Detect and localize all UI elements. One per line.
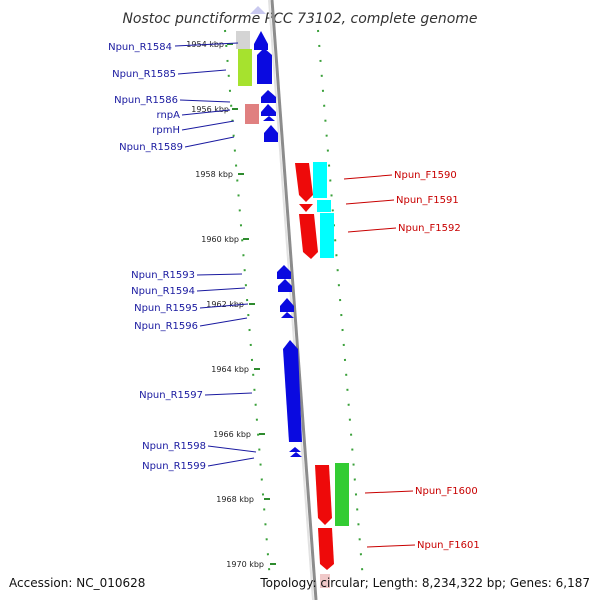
gene-label[interactable]: Npun_R1593 [131, 270, 195, 281]
feature-block-lime[interactable] [238, 49, 252, 86]
feature-block-cyan-1[interactable] [313, 162, 327, 198]
leader-line [181, 120, 235, 131]
reverse-leaders [174, 42, 257, 467]
gene-npun-r1596[interactable] [281, 312, 294, 318]
kbp-ticks [227, 43, 276, 565]
gene-npun-f1601[interactable] [318, 528, 334, 570]
gene-label[interactable]: Npun_F1600 [415, 486, 478, 497]
leader-line [199, 317, 248, 327]
gene-npun-r1584[interactable] [254, 31, 268, 50]
gene-label[interactable]: Npun_R1585 [112, 69, 176, 80]
feature-block-cyan-2[interactable] [317, 200, 331, 212]
kbp-label: 1968 kbp [216, 495, 254, 504]
gene-label[interactable]: Npun_F1591 [396, 195, 459, 206]
feature-block-pale[interactable] [320, 574, 330, 588]
leader-line [179, 99, 231, 103]
leader-line [196, 273, 243, 276]
accession-text: Accession: NC_010628 [9, 576, 146, 590]
gene-rnpa[interactable] [261, 104, 276, 116]
forward-genes [295, 162, 349, 588]
gene-label[interactable]: Npun_R1589 [119, 142, 183, 153]
gene-npun-r1594[interactable] [278, 279, 292, 292]
gene-label[interactable]: Npun_R1596 [134, 321, 198, 332]
gene-label[interactable]: Npun_R1598 [142, 441, 206, 452]
gene-npun-r1595[interactable] [280, 298, 294, 312]
gene-label[interactable]: rpmH [152, 125, 180, 136]
chromosome-backbone [270, 0, 318, 601]
leader-line [181, 109, 231, 116]
feature-block-green[interactable] [335, 463, 349, 526]
gene-label[interactable]: Npun_F1592 [398, 223, 461, 234]
gene-arrow-partial[interactable] [250, 6, 266, 14]
leader-line [207, 445, 257, 453]
forward-track-dots [317, 29, 364, 581]
gene-label[interactable]: Npun_R1597 [139, 390, 203, 401]
gene-label[interactable]: Npun_R1594 [131, 286, 195, 297]
gene-npun-f1591[interactable] [299, 204, 313, 212]
kbp-label: 1958 kbp [195, 170, 233, 179]
gene-label[interactable]: Npun_F1590 [394, 170, 457, 181]
gene-rpmh[interactable] [263, 116, 275, 121]
leader-line [347, 227, 397, 233]
gene-npun-r1585[interactable] [257, 48, 272, 84]
gene-npun-f1600[interactable] [315, 465, 332, 525]
leader-line [366, 544, 416, 548]
feature-block-gray[interactable] [236, 31, 250, 49]
gene-npun-r1599[interactable] [290, 452, 302, 457]
reverse-genes [236, 6, 302, 457]
feature-block-rose[interactable] [245, 104, 259, 124]
kbp-label: 1956 kbp [191, 105, 229, 114]
backbone-highlight [268, 0, 314, 601]
gene-npun-r1589[interactable] [264, 125, 278, 142]
leader-line [207, 457, 255, 467]
genome-title: Nostoc punctiforme PCC 73102, complete g… [122, 11, 477, 27]
leader-line [174, 42, 239, 47]
leader-line [196, 287, 246, 292]
gene-npun-r1597[interactable] [283, 340, 302, 442]
leader-line [204, 392, 253, 396]
forward-leaders [343, 174, 416, 548]
forward-gene-labels: Npun_F1590 Npun_F1591 Npun_F1592 Npun_F1… [394, 170, 480, 551]
kbp-label: 1964 kbp [211, 365, 249, 374]
leader-line [199, 303, 249, 309]
gene-label[interactable]: Npun_F1601 [417, 540, 480, 551]
feature-block-cyan-3[interactable] [320, 213, 334, 258]
gene-npun-r1598[interactable] [289, 447, 301, 452]
leader-line [343, 174, 393, 180]
gene-npun-r1586[interactable] [261, 90, 276, 103]
kbp-label: 1960 kbp [201, 235, 239, 244]
topology-text: Topology: circular; Length: 8,234,322 bp… [260, 576, 590, 590]
leader-line [184, 136, 235, 148]
gene-label[interactable]: Npun_R1586 [114, 95, 178, 106]
kbp-label: 1970 kbp [226, 560, 264, 569]
gene-label[interactable]: Npun_R1584 [108, 42, 172, 53]
leader-line [345, 199, 395, 205]
kbp-label: 1962 kbp [206, 300, 244, 309]
leader-line [364, 490, 414, 494]
gene-label[interactable]: rnpA [157, 110, 181, 121]
gene-label[interactable]: Npun_R1595 [134, 303, 198, 314]
kbp-label: 1966 kbp [213, 430, 251, 439]
gene-label[interactable]: Npun_R1599 [142, 461, 206, 472]
gene-npun-f1590[interactable] [295, 163, 313, 202]
reverse-gene-labels: Npun_R1584 Npun_R1585 Npun_R1586 rnpA rp… [108, 42, 206, 472]
gene-npun-f1592[interactable] [299, 214, 318, 259]
gene-npun-r1593[interactable] [277, 265, 291, 279]
leader-line [177, 69, 227, 75]
